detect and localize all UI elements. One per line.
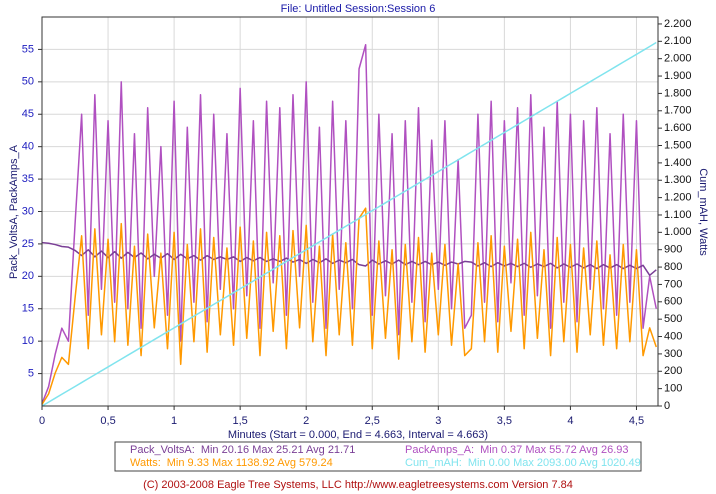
- legend-box: [114, 441, 642, 472]
- series-line: [41, 207, 657, 405]
- y2-tick-label: 1.200: [664, 192, 692, 204]
- legend-name: Watts:: [130, 457, 161, 469]
- y2-tick-label: 200: [664, 365, 682, 377]
- legend-name: Pack_VoltsA:: [130, 444, 195, 456]
- series-line: [41, 241, 657, 277]
- series-line: [41, 44, 658, 404]
- y-tick-label: 35: [22, 173, 34, 185]
- y-tick-label: 20: [22, 270, 34, 282]
- y2-tick-label: 600: [664, 296, 682, 308]
- axes: 0 0,5 1 1,5 2 2,5 3 3,5 4 4,5 5 10 15 20 25 30 35 40 45 50 5…: [22, 18, 692, 427]
- footer: (C) 2003-2008 Eagle Tree Systems, LLC ht…: [143, 479, 573, 491]
- series-line: [41, 41, 657, 407]
- x-tick-label: 0,5: [100, 415, 115, 427]
- x-tick-label: 3,5: [497, 415, 512, 427]
- x-tick-label: 3: [435, 415, 441, 427]
- y2-tick-label: 1.700: [664, 105, 692, 117]
- y2-tick-label: 900: [664, 244, 682, 256]
- y-tick-label: 30: [22, 205, 34, 217]
- y2-tick-label: 2.100: [664, 35, 692, 47]
- y2-tick-label: 1.000: [664, 226, 692, 238]
- legend-stats: Min 0.00 Max 2093.00 Avg 1020.49: [468, 457, 641, 469]
- y2-tick-label: 1.100: [664, 209, 692, 221]
- y-tick-label: 25: [22, 238, 34, 250]
- y2-tick-label: 400: [664, 330, 682, 342]
- legend-stats: Min 9.33 Max 1138.92 Avg 579.24: [167, 457, 333, 469]
- y2-tick-label: 1.400: [664, 157, 692, 169]
- y2-tick-label: 500: [664, 313, 682, 325]
- lines: [41, 41, 658, 407]
- legend-name: PackAmps_A:: [405, 444, 474, 456]
- y-tick-label: 5: [28, 367, 34, 379]
- legend-name: Cum_mAH:: [405, 457, 462, 469]
- y-tick-label: 10: [22, 335, 34, 347]
- y2-tick-label: 300: [664, 348, 682, 360]
- x-tick-label: 0: [39, 415, 45, 427]
- y-tick-label: 40: [22, 141, 34, 153]
- y2-tick-label: 1.500: [664, 139, 692, 151]
- y-axis-label: Pack_VoltsA, PackAmps_A: [8, 144, 20, 279]
- x-tick-label: 1: [171, 415, 177, 427]
- legend-stats: Min 0.37 Max 55.72 Avg 26.93: [480, 444, 628, 456]
- y2-tick-label: 800: [664, 261, 682, 273]
- y-tick-label: 15: [22, 303, 34, 315]
- y2-tick-label: 0: [664, 400, 670, 412]
- y2-tick-label: 100: [664, 383, 682, 395]
- y2-tick-label: 700: [664, 278, 682, 290]
- x-tick-label: 4,5: [629, 415, 644, 427]
- y-tick-label: 55: [22, 43, 34, 55]
- y-tick-label: 45: [22, 108, 34, 120]
- x-tick-label: 2,5: [365, 415, 380, 427]
- x-tick-label: 1,5: [233, 415, 248, 427]
- y2-tick-label: 1.300: [664, 174, 692, 186]
- chart-title: File: Untitled Session:Session 6: [281, 3, 436, 15]
- legend: PackAmps_A: Min 0.37 Max 55.72 Avg 26.93 P…: [130, 444, 641, 469]
- y2-tick-label: 2.000: [664, 53, 692, 65]
- y-tick-label: 50: [22, 76, 34, 88]
- y2-tick-label: 1.900: [664, 70, 692, 82]
- y2-tick-label: 1.800: [664, 87, 692, 99]
- y2-tick-label: 2.200: [664, 18, 692, 30]
- y2-tick-label: 1.600: [664, 122, 692, 134]
- legend-stats: Min 20.16 Max 25.21 Avg 21.71: [201, 444, 356, 456]
- x-axis-label: Minutes (Start = 0.000, End = 4.663, Int…: [228, 429, 488, 441]
- y2-axis-label: Cum_mAH, Watts: [697, 168, 709, 256]
- x-tick-label: 4: [567, 415, 573, 427]
- x-tick-label: 2: [303, 415, 309, 427]
